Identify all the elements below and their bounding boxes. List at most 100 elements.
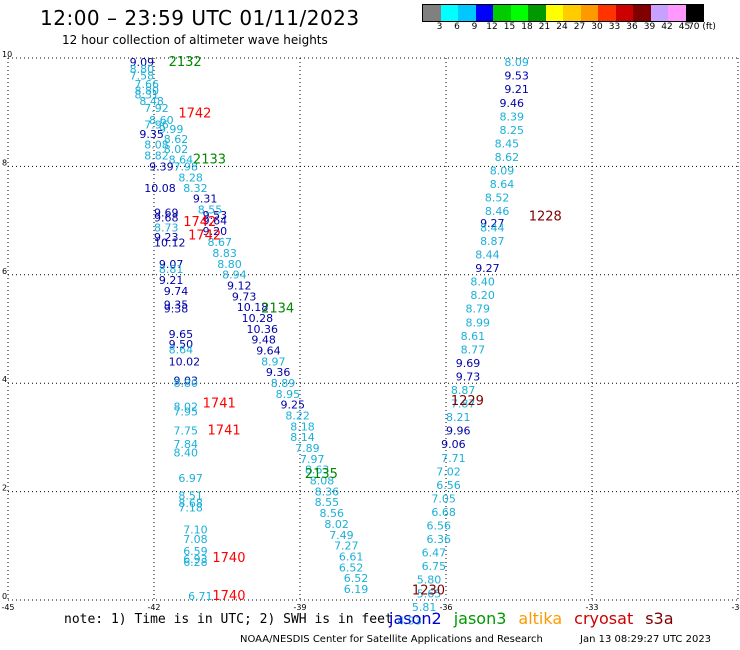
wave-height-point: 7.75 <box>173 425 198 438</box>
wave-height-point: 8.46 <box>485 205 510 218</box>
wave-height-point: 6.56 <box>436 479 461 492</box>
wave-height-point: 8.39 <box>500 110 525 123</box>
wave-height-point: 8.67 <box>208 236 233 249</box>
pass-label: 1740 <box>212 589 245 604</box>
wave-height-point: 5.80 <box>417 574 442 587</box>
wave-height-point: 9.46 <box>500 97 525 110</box>
pass-label: 2132 <box>169 55 202 70</box>
wave-height-point: 8.64 <box>169 343 194 356</box>
y-tick-label: 6 <box>2 267 7 276</box>
legend-swatch <box>458 5 476 21</box>
wave-height-point: 7.66 <box>135 78 160 91</box>
wave-height-point: 7.71 <box>441 452 466 465</box>
wave-height-point: 8.22 <box>285 410 310 423</box>
legend-swatch <box>668 5 686 21</box>
wave-height-point: 8.36 <box>315 485 340 498</box>
wave-height-point: 9.68 <box>154 212 179 225</box>
wave-height-point: 9.73 <box>232 290 257 303</box>
wave-height-point: 8.51 <box>178 490 203 503</box>
x-tick-label: -39 <box>293 603 306 612</box>
wave-height-point: 8.80 <box>217 258 242 271</box>
wave-height-point: 9.39 <box>149 161 174 174</box>
legend-label: 30 <box>591 22 603 32</box>
wave-height-point: 6.52 <box>339 561 364 574</box>
wave-height-point: 9.65 <box>169 328 194 341</box>
mission-legend: jason2 jason3 altika cryosat s3a <box>389 609 686 628</box>
wave-height-point: 7.08 <box>183 533 208 546</box>
legend-label: 42 <box>661 22 673 32</box>
y-tick-label: 2 <box>2 484 7 493</box>
legend-swatch <box>528 5 546 21</box>
legend-label: 15 <box>503 22 516 32</box>
wave-height-point: 8.48 <box>139 95 164 108</box>
wave-height-point: 9.69 <box>154 206 179 219</box>
x-tick-label: -33 <box>585 603 598 612</box>
legend-label: 12 <box>486 22 498 32</box>
legend-label: 21 <box>538 22 551 32</box>
legend-swatch <box>475 5 493 21</box>
legend-swatch <box>615 5 633 21</box>
wave-height-point: 8.44 <box>475 249 500 262</box>
wave-height-point: 6.47 <box>422 547 447 560</box>
wave-height-point: 8.61 <box>461 330 486 343</box>
wave-height-point: 9.12 <box>227 279 252 292</box>
wave-height-point: 9.64 <box>256 344 281 357</box>
wave-height-point: 8.81 <box>159 263 184 276</box>
legend-label: 27 <box>573 22 586 32</box>
wave-height-point: 8.73 <box>154 221 179 234</box>
mission-s3a: s3a <box>645 609 674 628</box>
legend-swatch <box>440 5 458 21</box>
wave-height-point: 6.68 <box>431 506 456 519</box>
wave-height-point: 9.23 <box>154 231 179 244</box>
wave-height-point: 10.28 <box>242 312 274 325</box>
wave-height-point: 7.49 <box>329 529 354 542</box>
wave-height-point: 7.89 <box>295 442 320 455</box>
y-tick-label: 8 <box>2 158 7 167</box>
wave-height-point: 8.02 <box>324 518 349 531</box>
wave-height-point: 7.02 <box>436 465 461 478</box>
wave-height-point: 8.56 <box>319 507 344 520</box>
wave-height-point: 9.35 <box>164 298 189 311</box>
wave-height-point: 8.14 <box>290 431 315 444</box>
wave-height-point: 9.27 <box>475 262 500 275</box>
legend-label: 45 <box>678 22 691 32</box>
wave-height-point: 8.20 <box>470 289 495 302</box>
legend-label: 9 <box>471 22 478 32</box>
x-tick-label: -45 <box>1 603 14 612</box>
wave-height-point: 9.38 <box>164 303 189 316</box>
pass-label: 1230 <box>412 584 445 599</box>
wave-height-point: 8.60 <box>149 114 174 127</box>
wave-height-point: 8.87 <box>451 384 476 397</box>
wave-height-point: 7.92 <box>144 102 169 115</box>
wave-height-point: 8.28 <box>178 172 203 185</box>
wave-height-point: 7.98 <box>173 161 198 174</box>
wave-height-point: 9.96 <box>446 425 471 438</box>
wave-height-point: 9.06 <box>441 438 466 451</box>
mission-altika: altika <box>518 609 563 628</box>
wave-height-point: 8.55 <box>198 204 223 217</box>
wave-height-point: 6.75 <box>422 560 447 573</box>
wave-height-point: 9.53 <box>504 70 529 83</box>
wave-height-point: 8.09 <box>504 56 529 69</box>
page-subtitle: 12 hour collection of altimeter wave hei… <box>62 33 328 47</box>
wave-height-point: 6.52 <box>344 572 369 585</box>
wave-height-point: 8.62 <box>164 133 189 146</box>
wave-height-point: 6.19 <box>344 583 369 596</box>
wave-height-point: 10.18 <box>237 301 269 314</box>
wave-height-point: 9.31 <box>193 193 218 206</box>
wave-height-point: 8.02 <box>173 400 198 413</box>
wave-height-point: 9.69 <box>456 357 481 370</box>
pass-label: 1740 <box>212 551 245 566</box>
wave-height-point: 8.77 <box>461 343 486 356</box>
wave-height-point: 7.58 <box>130 70 155 83</box>
wave-height-point: 8.44 <box>480 221 505 234</box>
wave-height-point: 8.40 <box>470 276 495 289</box>
legend-label: 18 <box>521 22 533 32</box>
pass-label: 1741 <box>203 397 236 412</box>
wave-height-point: 8.08 <box>144 139 169 152</box>
timestamp: Jan 13 08:29:27 UTC 2023 <box>580 634 712 645</box>
wave-height-point: 8.79 <box>465 303 490 316</box>
wave-height-point: 8.80 <box>135 84 160 97</box>
wave-height-point: 7.27 <box>334 540 359 553</box>
wave-height-point: 9.73 <box>456 370 481 383</box>
